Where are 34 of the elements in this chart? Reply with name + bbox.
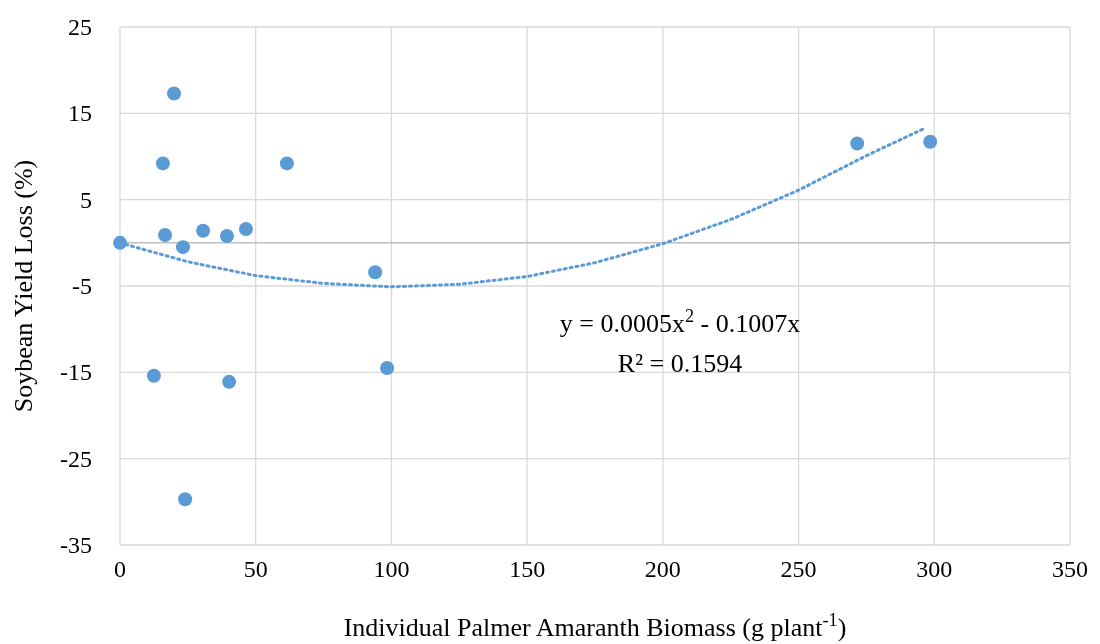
annotation: R² = 0.1594 (617, 349, 743, 378)
point (222, 374, 237, 389)
y-tick-label: 25 (68, 14, 92, 40)
point (175, 240, 190, 255)
point (238, 222, 253, 237)
point (368, 265, 383, 280)
x-tick-label: 250 (780, 556, 817, 582)
y-tick-label: -35 (60, 532, 92, 558)
y-tick-label: -15 (60, 359, 92, 386)
point (279, 156, 294, 171)
x-axis-title: Individual Palmer Amaranth Biomass (g plant$^{-1}$) (343, 610, 847, 642)
point (158, 228, 173, 243)
x-tick-label: 100 (373, 556, 410, 582)
y-tick-label: 5 (80, 186, 92, 213)
point (219, 228, 234, 243)
point (196, 223, 211, 238)
x-tick-label: 150 (509, 556, 546, 582)
point (850, 136, 865, 151)
x-tick-label: 50 (243, 556, 268, 582)
y-tick-label: -5 (72, 273, 92, 299)
annotation: y = 0.0005x$^{2}$ - 0.1007x (559, 306, 801, 338)
point (146, 368, 161, 383)
point (155, 156, 170, 171)
point (178, 492, 193, 507)
x-tick-label: 200 (644, 556, 681, 582)
y-tick-label: -25 (60, 445, 92, 472)
point (167, 86, 182, 101)
y-axis-title: Soybean Yield Loss (%) (9, 159, 38, 413)
point (923, 134, 938, 149)
x-tick-label: 0 (114, 556, 126, 582)
y-tick-label: 15 (68, 100, 92, 127)
point (380, 361, 395, 376)
x-tick-label: 350 (1052, 556, 1088, 582)
x-tick-label: 300 (916, 556, 953, 582)
